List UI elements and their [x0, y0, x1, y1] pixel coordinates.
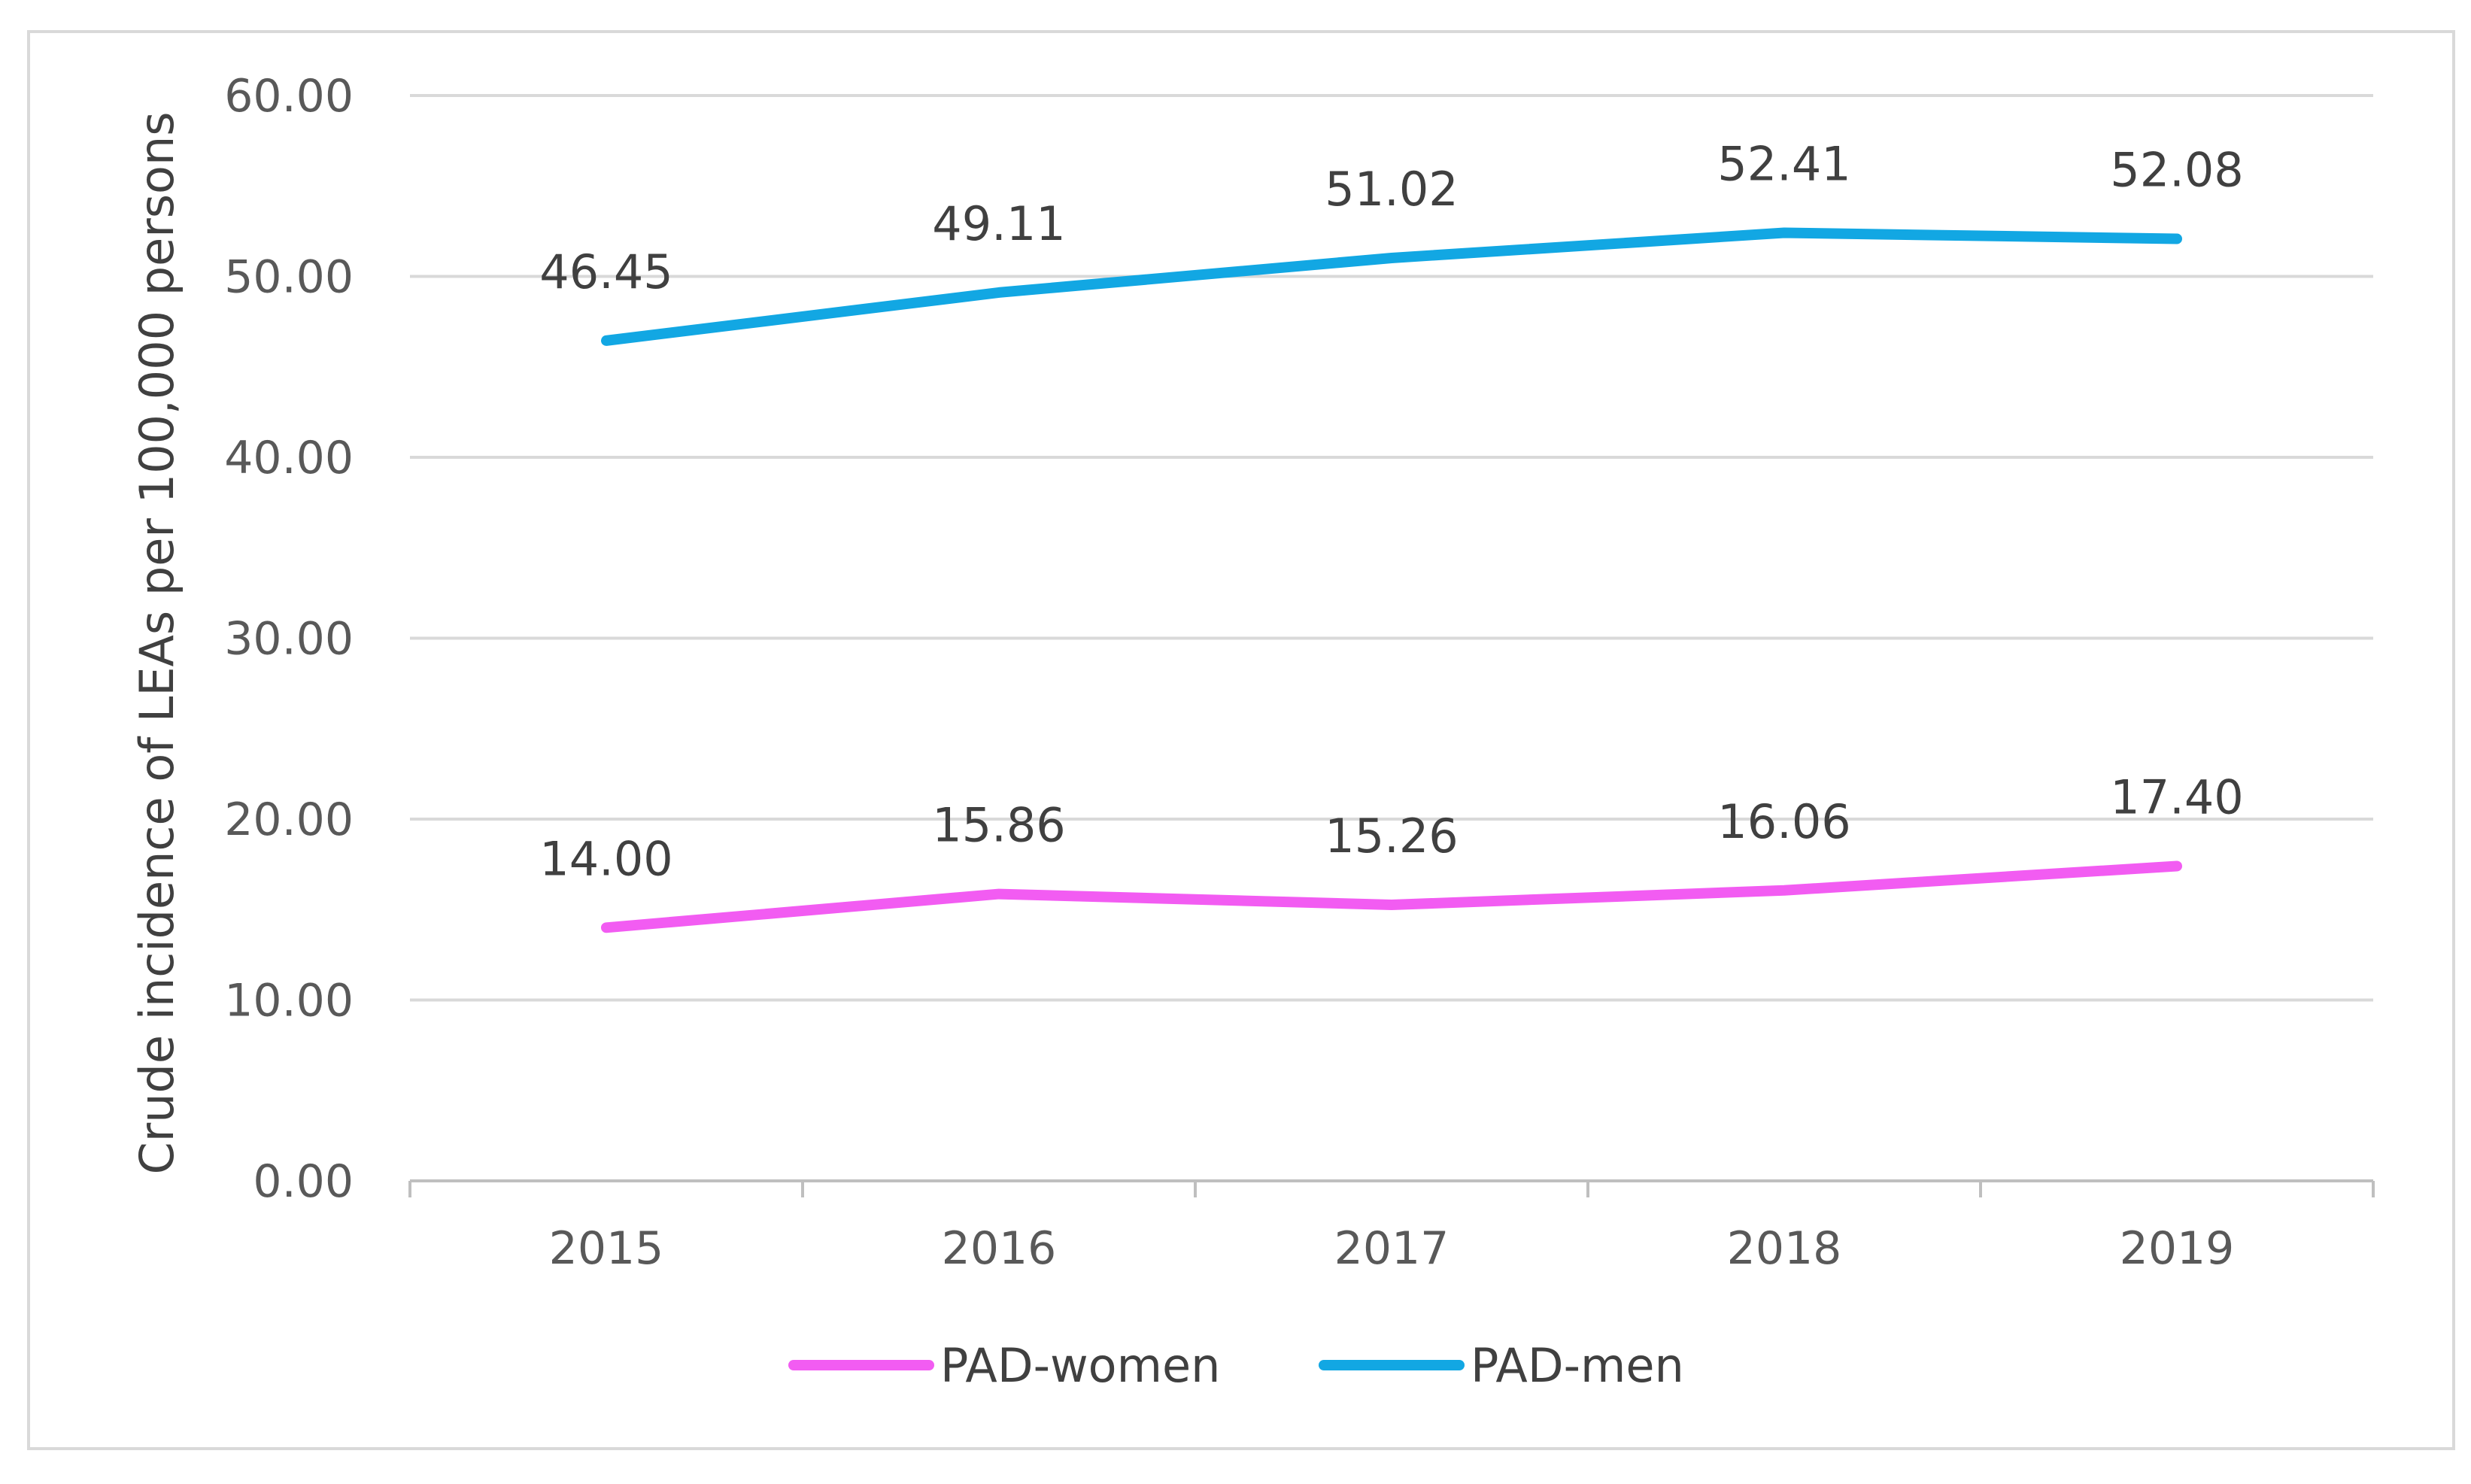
data-label: 52.41: [1717, 137, 1851, 192]
x-tick-label: 2017: [1334, 1222, 1450, 1275]
y-axis-title: Crude incidence of LEAs per 100,000 pers…: [129, 111, 184, 1174]
y-tick-label: 40.00: [224, 432, 354, 484]
legend: PAD-women PAD-men: [788, 1338, 1684, 1393]
y-tick-label: 10.00: [224, 975, 354, 1027]
chart-border: [27, 30, 2455, 1450]
legend-label: PAD-women: [940, 1338, 1220, 1393]
data-label: 46.45: [539, 244, 673, 299]
x-tick-label: 2018: [1727, 1222, 1842, 1275]
y-tick-label: 30.00: [224, 613, 354, 666]
series-line-pad-women: [601, 860, 2182, 933]
data-label: 49.11: [932, 196, 1066, 251]
series-line-pad-men: [601, 227, 2182, 346]
x-tick-label: 2015: [549, 1222, 664, 1275]
data-label: 52.08: [2110, 142, 2244, 197]
data-label: 16.06: [1717, 794, 1851, 849]
data-label: 17.40: [2110, 770, 2244, 825]
series-lines: [601, 227, 2182, 933]
data-label: 15.86: [932, 798, 1066, 853]
y-tick-label: 60.00: [224, 70, 354, 123]
legend-label: PAD-men: [1471, 1338, 1684, 1393]
y-tick-label: 20.00: [224, 794, 354, 846]
axes: 0.00 10.00 20.00 30.00 40.00 50.00 60.00 2015 20…: [224, 70, 2375, 1275]
data-label: 14.00: [539, 831, 673, 886]
data-label: 15.26: [1325, 809, 1459, 863]
x-tick-label: 2019: [2120, 1222, 2235, 1275]
x-tick-label: 2016: [942, 1222, 1057, 1275]
data-labels: 14.00 15.86 15.26 16.06 17.40 46.45 49.11 51.02…: [539, 137, 2244, 887]
y-tick-label: 0.00: [253, 1155, 354, 1208]
y-tick-label: 50.00: [224, 251, 354, 304]
gridlines: [410, 94, 2373, 1002]
data-label: 51.02: [1325, 162, 1459, 217]
